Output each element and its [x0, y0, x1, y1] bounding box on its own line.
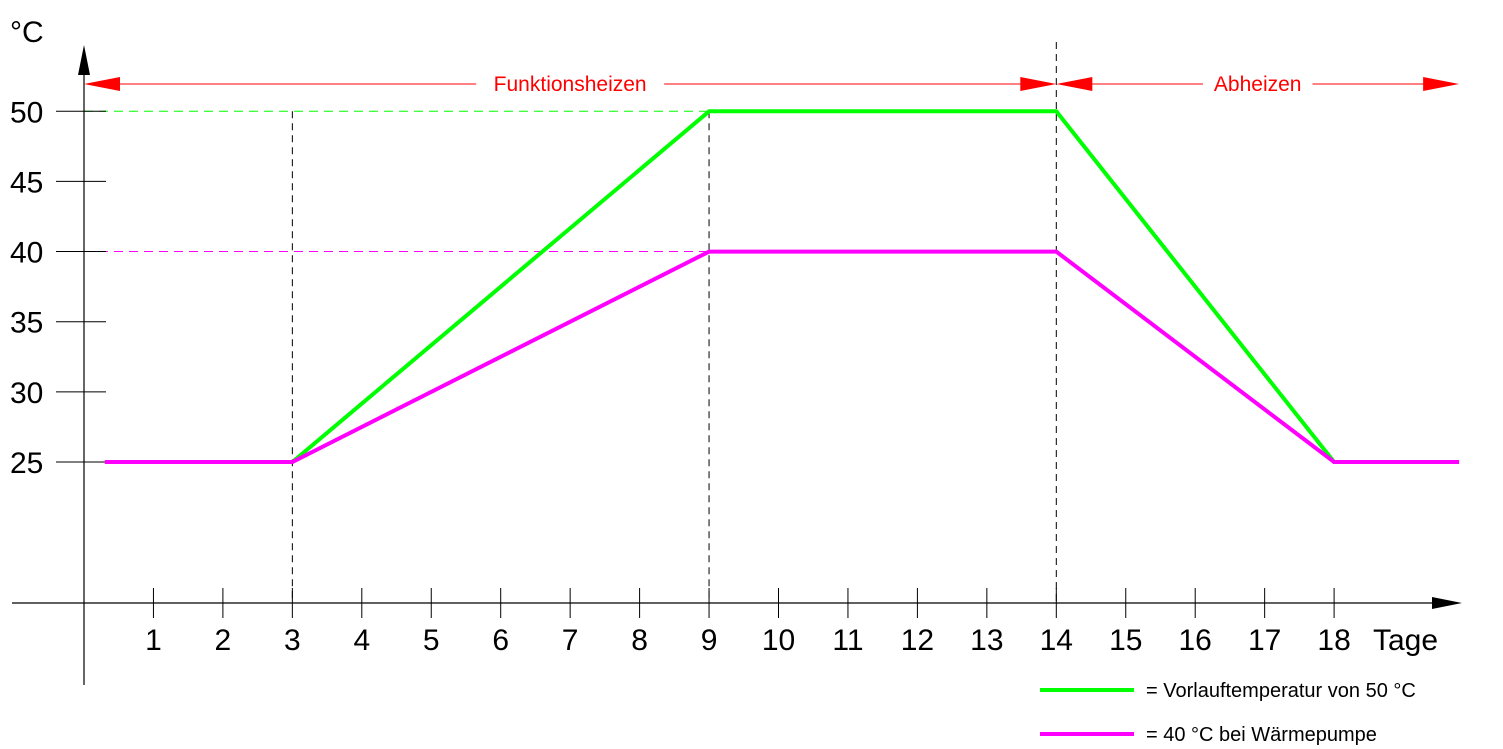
x-tick-label-16: 16	[1179, 624, 1212, 657]
x-tick-label-14: 14	[1040, 624, 1073, 657]
x-tick-label-12: 12	[901, 624, 934, 657]
y-tick-label-35: 35	[10, 307, 43, 340]
x-tick-label-17: 17	[1248, 624, 1281, 657]
y-axis-title: °C	[10, 16, 44, 49]
x-tick-label-4: 4	[353, 624, 370, 657]
x-axis-title: Tage	[1373, 624, 1438, 657]
series-line-1	[104, 109, 1460, 464]
legend-label-2: = 40 °C bei Wärmepumpe	[1146, 724, 1377, 746]
x-tick-label-13: 13	[970, 624, 1003, 657]
phase-2: Abheizen	[1056, 73, 1460, 96]
reference-lines	[84, 42, 1057, 603]
y-tick-label-30: 30	[10, 377, 43, 410]
phase-label-2: Abheizen	[1214, 73, 1302, 96]
series-line-2	[104, 249, 1460, 464]
phase-arrows: Funktionsheizen Abheizen	[84, 73, 1460, 96]
x-tick-label-10: 10	[762, 624, 795, 657]
x-axis-arrow	[1432, 597, 1462, 609]
x-tick-label-11: 11	[832, 624, 863, 657]
x-tick-label-1: 1	[145, 624, 162, 657]
legend-label-1: = Vorlauftemperatur von 50 °C	[1146, 680, 1416, 702]
legend: = Vorlauftemperatur von 50 °C = 40 °C bei…	[1040, 680, 1416, 746]
x-tick-label-8: 8	[631, 624, 648, 657]
x-tick-label-15: 15	[1109, 624, 1142, 657]
x-tick-label-6: 6	[492, 624, 509, 657]
x-tick-label-2: 2	[215, 624, 232, 657]
x-tick-label-18: 18	[1317, 624, 1350, 657]
y-tick-label-50: 50	[10, 96, 43, 129]
y-tick-label-45: 45	[10, 166, 43, 199]
phase-1: Funktionsheizen	[84, 73, 1057, 96]
x-tick-label-9: 9	[701, 624, 718, 657]
y-tick-label-40: 40	[10, 237, 43, 270]
x-tick-label-7: 7	[562, 624, 579, 657]
data-series	[104, 109, 1460, 464]
x-tick-label-3: 3	[284, 624, 301, 657]
y-tick-label-25: 25	[10, 447, 43, 480]
legend-item-1: = Vorlauftemperatur von 50 °C	[1040, 680, 1416, 702]
phase-arrow-right-2	[1423, 77, 1460, 91]
phase-arrow-left-1	[84, 77, 120, 91]
phase-arrow-left-2	[1056, 77, 1093, 91]
legend-item-2: = 40 °C bei Wärmepumpe	[1040, 724, 1377, 746]
phase-arrow-right-1	[1020, 77, 1057, 91]
x-tick-label-5: 5	[423, 624, 440, 657]
phase-label-1: Funktionsheizen	[494, 73, 647, 96]
y-axis-arrow	[78, 45, 90, 75]
